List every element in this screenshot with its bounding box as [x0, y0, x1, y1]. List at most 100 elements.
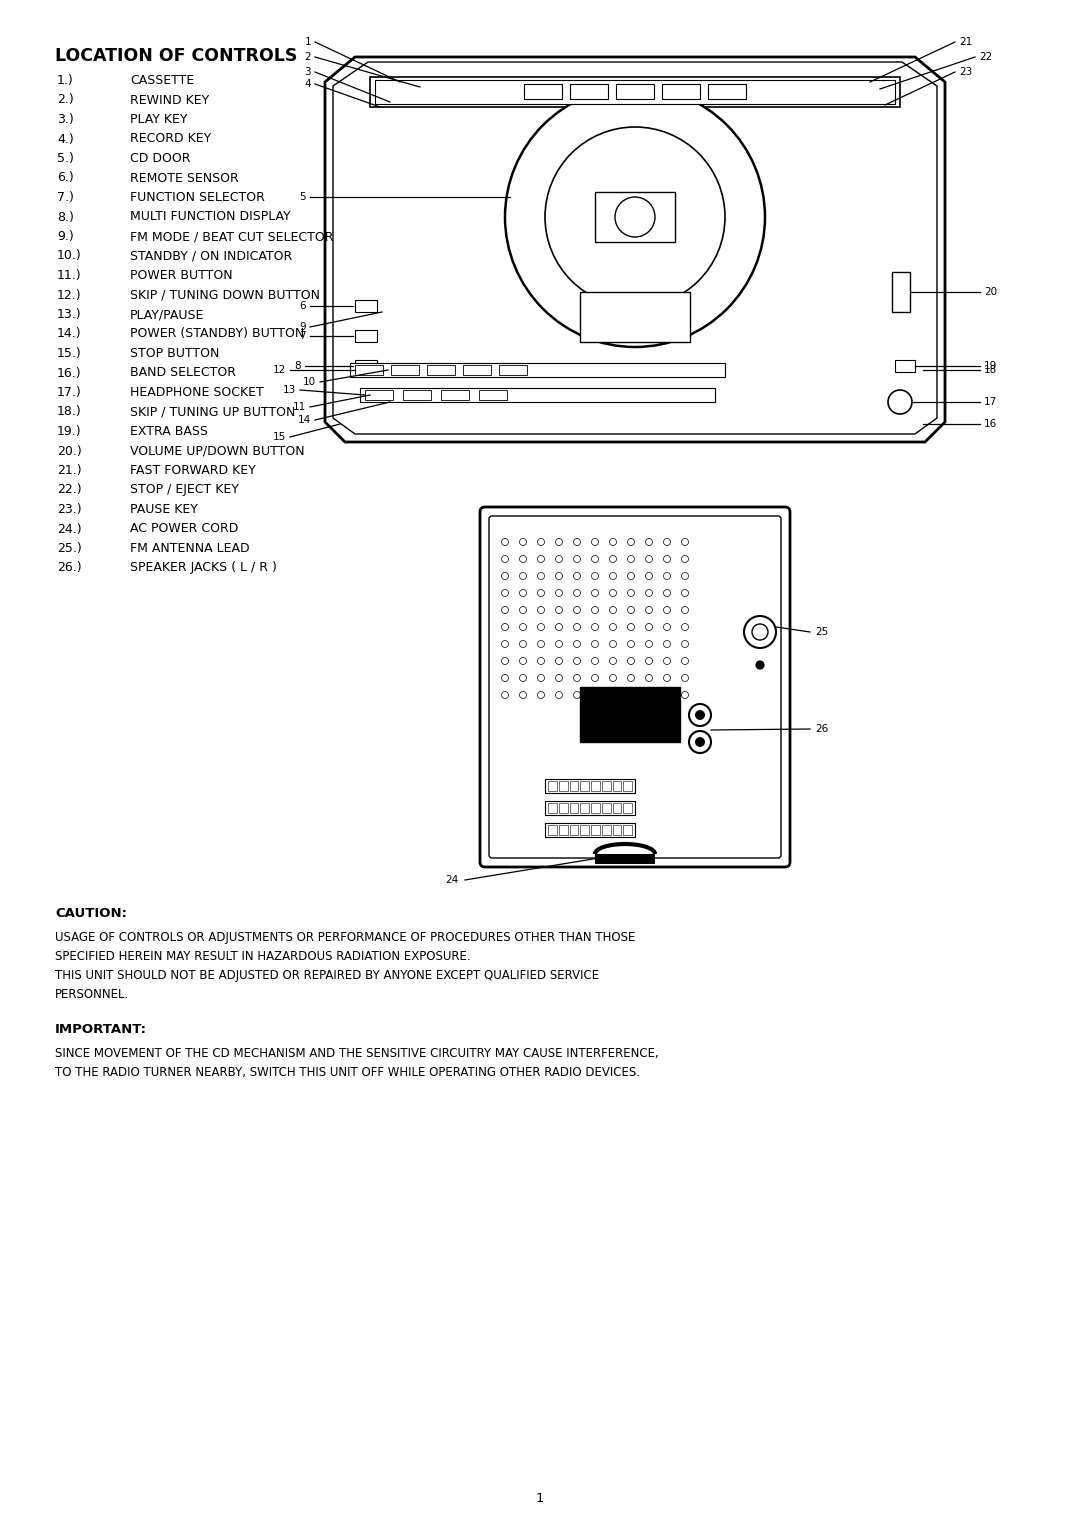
Bar	[365, 389, 393, 400]
Circle shape	[592, 589, 598, 597]
Text: 17: 17	[984, 397, 997, 408]
Circle shape	[663, 640, 671, 647]
Bar	[548, 780, 557, 791]
Circle shape	[573, 658, 581, 664]
Circle shape	[609, 556, 617, 562]
Circle shape	[519, 623, 527, 631]
Text: 10: 10	[302, 377, 316, 386]
Circle shape	[555, 606, 563, 614]
Circle shape	[663, 606, 671, 614]
Circle shape	[501, 573, 509, 580]
Circle shape	[592, 658, 598, 664]
Circle shape	[689, 731, 711, 753]
Bar	[355, 365, 383, 376]
Bar	[558, 825, 567, 835]
Circle shape	[681, 573, 689, 580]
Circle shape	[609, 658, 617, 664]
Text: 13.): 13.)	[57, 308, 82, 321]
Circle shape	[646, 658, 652, 664]
Circle shape	[696, 710, 704, 719]
Text: THIS UNIT SHOULD NOT BE ADJUSTED OR REPAIRED BY ANYONE EXCEPT QUALIFIED SERVICE: THIS UNIT SHOULD NOT BE ADJUSTED OR REPA…	[55, 970, 599, 982]
Text: 23: 23	[959, 67, 972, 76]
Circle shape	[646, 573, 652, 580]
Circle shape	[573, 539, 581, 545]
Bar	[558, 780, 567, 791]
Circle shape	[756, 661, 764, 669]
Circle shape	[592, 606, 598, 614]
Text: 1: 1	[305, 37, 311, 47]
Text: 9: 9	[299, 322, 306, 331]
Text: 1.): 1.)	[57, 73, 73, 87]
Text: 16.): 16.)	[57, 366, 82, 380]
Circle shape	[538, 589, 544, 597]
Circle shape	[501, 623, 509, 631]
Text: VOLUME UP/DOWN BUTTON: VOLUME UP/DOWN BUTTON	[130, 444, 305, 458]
Circle shape	[505, 87, 765, 347]
Bar	[524, 84, 562, 99]
Circle shape	[689, 704, 711, 725]
Circle shape	[501, 658, 509, 664]
Text: 25: 25	[815, 628, 828, 637]
Text: 2: 2	[305, 52, 311, 63]
Bar	[360, 388, 715, 402]
Text: PERSONNEL.: PERSONNEL.	[55, 988, 130, 1002]
Bar	[591, 780, 599, 791]
Text: 6.): 6.)	[57, 171, 73, 185]
Circle shape	[538, 692, 544, 698]
Circle shape	[538, 658, 544, 664]
Text: PAUSE KEY: PAUSE KEY	[130, 502, 198, 516]
Circle shape	[609, 692, 617, 698]
Circle shape	[501, 692, 509, 698]
Bar	[580, 292, 690, 342]
Circle shape	[519, 589, 527, 597]
Bar	[570, 84, 608, 99]
Text: 24: 24	[446, 875, 459, 886]
Text: STANDBY / ON INDICATOR: STANDBY / ON INDICATOR	[130, 249, 293, 263]
FancyBboxPatch shape	[480, 507, 789, 867]
Circle shape	[592, 573, 598, 580]
Bar	[602, 803, 610, 812]
Circle shape	[627, 675, 635, 681]
Circle shape	[501, 675, 509, 681]
Circle shape	[519, 640, 527, 647]
Text: CD DOOR: CD DOOR	[130, 153, 190, 165]
Circle shape	[681, 658, 689, 664]
Bar	[569, 780, 578, 791]
Text: 3.): 3.)	[57, 113, 73, 127]
Circle shape	[681, 623, 689, 631]
Text: FAST FORWARD KEY: FAST FORWARD KEY	[130, 464, 256, 476]
Circle shape	[573, 573, 581, 580]
Bar	[612, 780, 621, 791]
Circle shape	[538, 640, 544, 647]
Bar	[662, 84, 700, 99]
Circle shape	[696, 738, 704, 747]
Bar	[545, 802, 635, 815]
Text: 8.): 8.)	[57, 211, 73, 223]
Circle shape	[681, 640, 689, 647]
Bar	[480, 389, 507, 400]
FancyBboxPatch shape	[489, 516, 781, 858]
Circle shape	[555, 640, 563, 647]
Circle shape	[573, 640, 581, 647]
Circle shape	[555, 675, 563, 681]
Text: CAUTION:: CAUTION:	[55, 907, 127, 919]
Bar	[708, 84, 746, 99]
Text: POWER (STANDBY) BUTTON: POWER (STANDBY) BUTTON	[130, 327, 305, 341]
Bar	[355, 330, 377, 342]
Polygon shape	[333, 63, 937, 434]
Text: 14: 14	[298, 415, 311, 425]
Text: 10.): 10.)	[57, 249, 82, 263]
Circle shape	[663, 692, 671, 698]
Circle shape	[573, 675, 581, 681]
Bar	[548, 803, 557, 812]
Text: 16: 16	[984, 418, 997, 429]
Circle shape	[646, 589, 652, 597]
Circle shape	[592, 539, 598, 545]
Circle shape	[592, 675, 598, 681]
Polygon shape	[325, 56, 945, 441]
Circle shape	[627, 658, 635, 664]
Text: 20.): 20.)	[57, 444, 82, 458]
Circle shape	[663, 573, 671, 580]
Circle shape	[627, 623, 635, 631]
Bar	[580, 803, 589, 812]
